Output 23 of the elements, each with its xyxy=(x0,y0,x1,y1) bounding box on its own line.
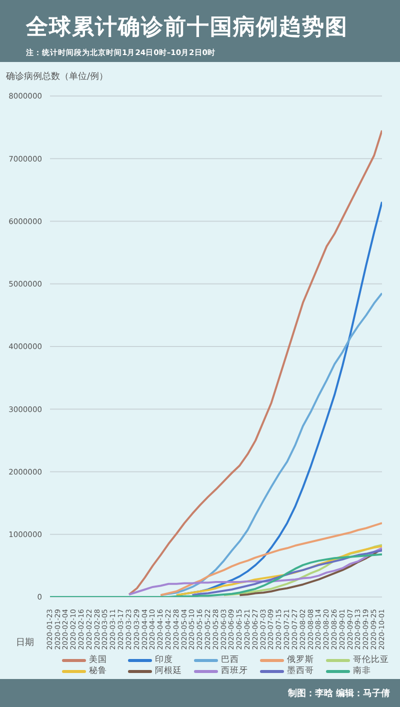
line-series xyxy=(160,292,382,596)
legend-label: 南非 xyxy=(353,666,371,676)
legend-label: 西班牙 xyxy=(221,666,248,676)
line-series xyxy=(175,545,382,596)
line-series xyxy=(50,553,382,597)
legend-label: 哥伦比亚 xyxy=(353,655,389,665)
line-series xyxy=(128,547,382,596)
line-series xyxy=(238,548,382,596)
legend-label: 墨西哥 xyxy=(287,666,314,676)
chart-title: 全球累计确诊前十国病例趋势图 xyxy=(26,14,349,42)
x-axis-title: 日期 xyxy=(16,636,34,649)
text: 制图：李晗 编辑：马子倩 xyxy=(288,687,390,700)
legend-label: 俄罗斯 xyxy=(287,655,314,665)
legend-label: 阿根廷 xyxy=(155,666,182,676)
line-series xyxy=(191,550,382,596)
line-series xyxy=(128,129,382,596)
y-axis-title: 确诊病例总数（单位/例） xyxy=(6,70,108,83)
line-series xyxy=(160,522,382,596)
line-series xyxy=(222,544,382,596)
legend-label: 印度 xyxy=(155,655,173,665)
legend-label: 巴西 xyxy=(221,655,239,665)
legend-label: 秘鲁 xyxy=(89,666,107,676)
legend-label: 美国 xyxy=(89,655,107,665)
